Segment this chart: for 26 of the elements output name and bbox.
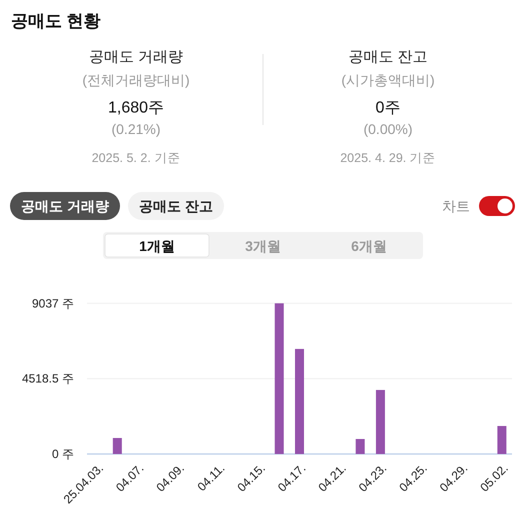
text: (전체거래량대비) [82,72,190,88]
bar [274,303,284,454]
text: 공매도 잔고 [139,198,213,214]
text: 0주 [376,100,400,116]
text: 3개월 [245,238,281,254]
text: 2025. 5. 2. 기준 [92,151,180,165]
text: 공매도 잔고 [348,48,428,66]
text: 공매도 현황 [11,12,101,30]
text: (0.21%) [111,121,161,137]
text: 차트 [442,198,470,214]
text: 1,680주 [108,100,164,116]
bar [294,348,304,454]
y-tick-label: 9037 주 [32,296,74,310]
bar [497,426,506,454]
text: 공매도 거래량 [21,198,109,214]
text: 1개월 [139,238,175,254]
y-tick-label: 0 주 [52,447,74,461]
bar [376,390,385,454]
text: 6개월 [351,238,387,254]
text: (시가총액대비) [341,72,435,88]
text: 공매도 거래량 [88,48,184,66]
y-tick-label: 4518.5 주 [22,372,74,386]
bar [356,438,365,454]
text: (0.00%) [363,121,413,137]
bar [112,438,122,454]
text: 2025. 4. 29. 기준 [340,151,436,165]
